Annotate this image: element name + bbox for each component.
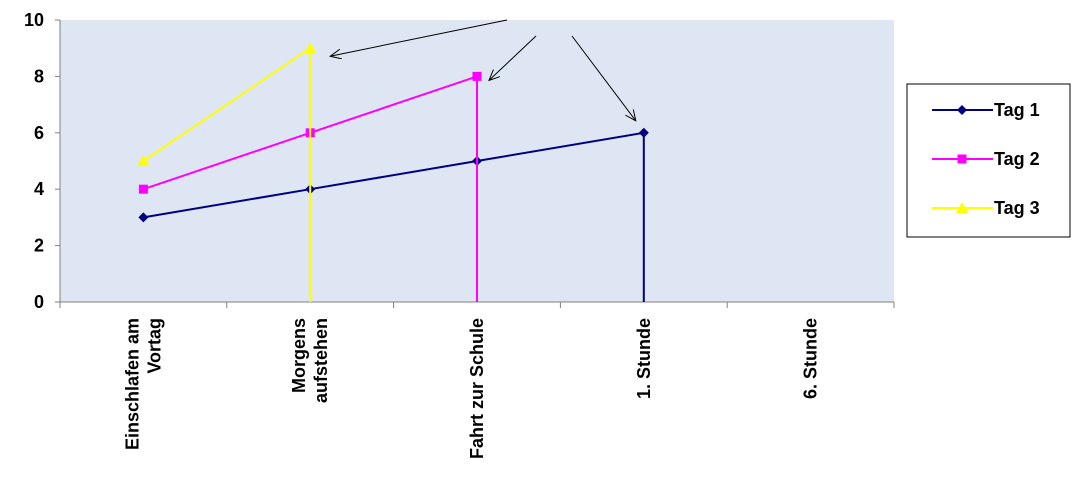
legend-label: Tag 1 xyxy=(994,100,1040,120)
data-point xyxy=(138,212,149,223)
x-axis-ticks: Einschlafen am Vortag Morgens aufstehen Fahr… xyxy=(59,302,895,459)
series-tag-1 xyxy=(138,127,649,302)
data-point xyxy=(472,71,482,81)
legend-marker xyxy=(956,202,968,213)
legend-entry: Tag 2 xyxy=(932,149,1040,169)
y-axis-ticks: 0 2 4 6 8 10 xyxy=(24,10,60,312)
annotation-arrows xyxy=(330,19,636,121)
x-category-label: 6. Stunde xyxy=(801,318,821,399)
series-line xyxy=(143,131,644,219)
y-tick-label: 10 xyxy=(24,10,44,30)
x-category-label: Fahrt zur Schule xyxy=(467,318,487,459)
annotation-arrow xyxy=(571,35,636,121)
legend: Tag 1 Tag 2 Tag 3 xyxy=(906,83,1071,238)
y-tick-label: 8 xyxy=(34,66,44,86)
legend-marker xyxy=(957,154,967,164)
x-category-label: aufstehen xyxy=(311,318,331,403)
y-tick-label: 6 xyxy=(34,123,44,143)
y-tick-label: 4 xyxy=(34,179,44,199)
legend-label: Tag 2 xyxy=(994,149,1040,169)
data-point xyxy=(138,184,148,194)
series-tag-3 xyxy=(137,42,317,302)
annotation-arrow xyxy=(330,19,508,56)
x-category-label: Einschlafen am xyxy=(122,318,142,450)
y-tick-label: 0 xyxy=(34,292,44,312)
annotation-arrow xyxy=(489,35,537,80)
data-point xyxy=(137,155,150,166)
x-category-label: Morgens xyxy=(289,318,309,393)
legend-marker xyxy=(957,105,967,115)
x-category-label: 1. Stunde xyxy=(634,318,654,399)
series-layer xyxy=(137,42,649,302)
legend-entry: Tag 3 xyxy=(932,198,1040,218)
data-point xyxy=(638,127,649,138)
legend-entry: Tag 1 xyxy=(932,100,1040,120)
legend-label: Tag 3 xyxy=(994,198,1040,218)
y-tick-label: 2 xyxy=(34,236,44,256)
legend-box xyxy=(906,83,1071,238)
x-category-label: Vortag xyxy=(144,318,164,374)
series-line xyxy=(142,47,311,162)
data-point xyxy=(304,42,317,54)
